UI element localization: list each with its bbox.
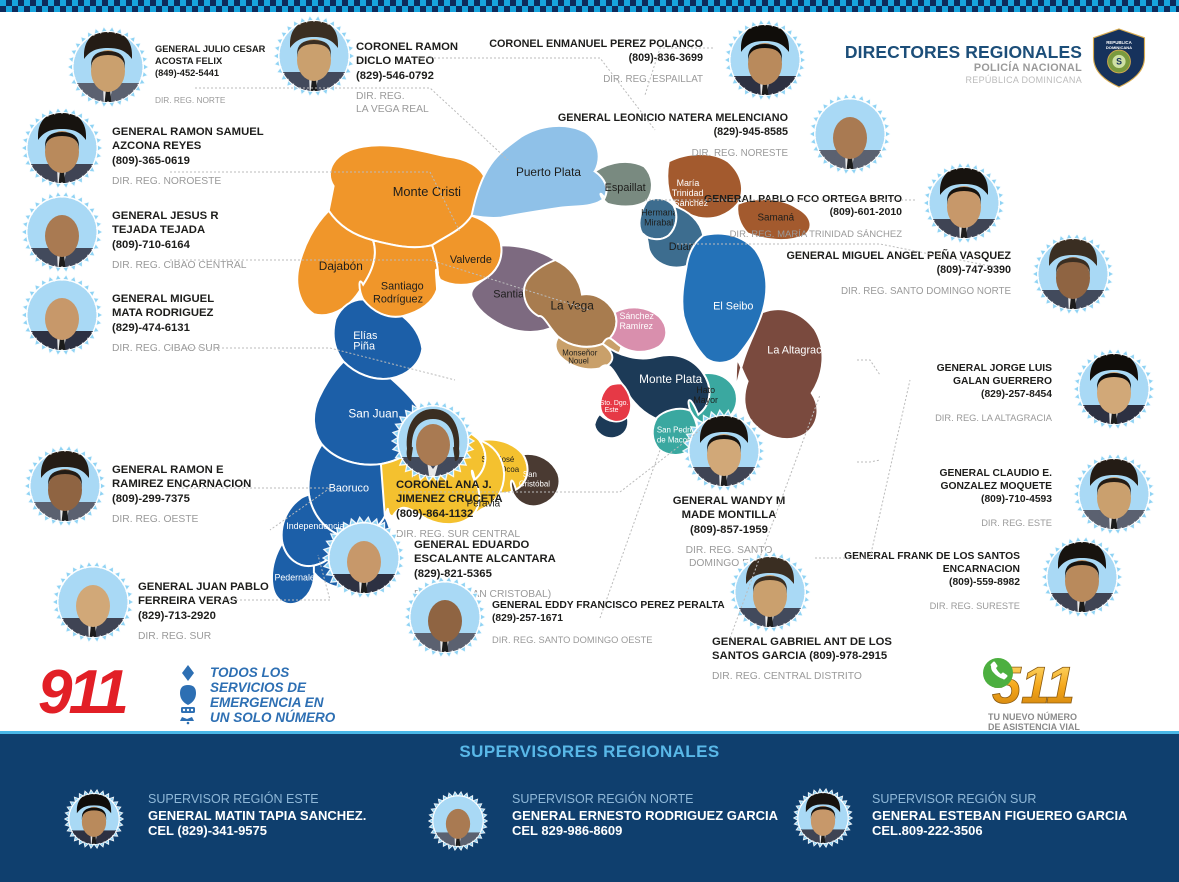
svg-text:SERVICIOS DE: SERVICIOS DE [210,680,307,695]
svg-text:La Vega: La Vega [550,298,594,312]
svg-text:S: S [1116,57,1122,67]
svg-text:María: María [677,178,700,188]
svg-text:La Altagracia: La Altagracia [767,345,831,357]
svg-text:911: 911 [38,658,126,725]
svg-text:Sánchez: Sánchez [619,311,653,321]
svg-text:TU NUEVO NÚMERO: TU NUEVO NÚMERO [988,711,1077,722]
svg-text:Este: Este [605,407,619,414]
svg-text:Monte Plata: Monte Plata [639,372,702,386]
svg-text:Valverde: Valverde [450,254,492,266]
svg-text:Rodríguez: Rodríguez [373,293,423,305]
svg-text:Puerto Plata: Puerto Plata [516,165,581,179]
svg-text:Nouel: Nouel [568,357,589,366]
svg-text:Monte Cristi: Monte Cristi [393,184,461,199]
svg-text:Hato: Hato [696,385,715,395]
svg-text:UN SOLO NÚMERO: UN SOLO NÚMERO [210,710,336,725]
svg-text:DE ASISTENCIA VIAL: DE ASISTENCIA VIAL [988,722,1080,730]
svg-text:Santiago: Santiago [381,281,424,293]
svg-text:REPUBLICA: REPUBLICA [1106,40,1132,45]
svg-text:Ramírez: Ramírez [619,321,652,331]
svg-text:Mayor: Mayor [693,395,718,405]
svg-text:DOMINICANA: DOMINICANA [1106,45,1132,50]
svg-text:EMERGENCIA EN: EMERGENCIA EN [210,695,324,710]
svg-text:TODOS LOS: TODOS LOS [210,665,289,680]
svg-text:El Seibo: El Seibo [713,300,753,312]
